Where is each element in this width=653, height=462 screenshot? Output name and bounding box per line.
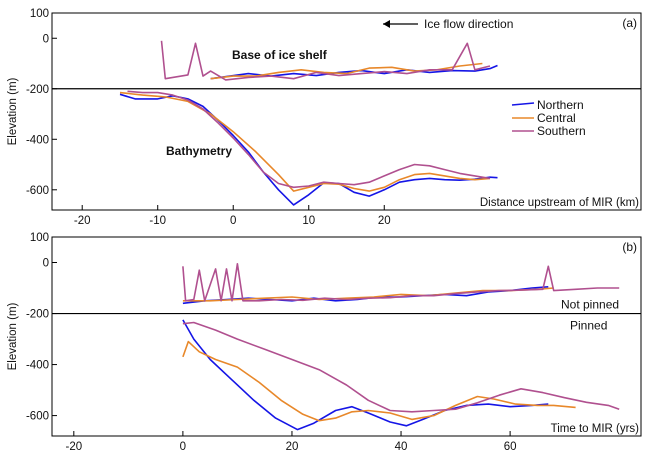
legend-label-central: Central [537,111,576,125]
plot-frame [51,236,642,437]
panel-label: (a) [622,16,637,30]
panel-a: 100 0 -200 -400 -600 -20 -10 0 10 20 Elevation (m)… [7,8,642,227]
x-tick-label: 10 [302,215,315,227]
y-tick-label: -600 [26,411,49,423]
y-tick-label: -200 [26,309,49,321]
series-northern-bathymetry-line [119,93,498,206]
legend-label-northern: Northern [537,98,584,112]
annotation-base: Base of ice shelf [232,48,328,62]
annotation-not-pinned: Not pinned [561,298,619,312]
legend-swatch-northern [511,102,535,106]
x-axis-label: Time to MIR (yrs) [551,423,640,435]
annotation-pinned: Pinned [570,319,607,333]
x-tick-label: 60 [504,441,517,453]
legend-label-southern: Southern [537,124,586,138]
y-axis-label: Elevation (m) [7,77,19,145]
x-tick-label: -10 [149,215,166,227]
series-southern-base-line [182,262,620,302]
y-tick-label: -400 [26,134,49,146]
flow-arrow-head [383,20,390,28]
series-central-bathymetry-line [119,91,491,192]
x-tick-label: 20 [286,441,299,453]
y-tick-label: 0 [43,33,49,45]
y-tick-label: -200 [26,84,49,96]
y-tick-label: 100 [30,232,49,244]
series-central-bathymetry-line [182,340,576,422]
y-tick-label: -600 [26,185,49,197]
panel-label: (b) [622,240,637,254]
series-southern-bathymetry-line [127,90,491,189]
x-axis-label: Distance upstream of MIR (km) [480,197,639,209]
x-tick-label: 40 [395,441,408,453]
plot-frame [51,12,642,211]
y-tick-label: 0 [43,258,49,270]
x-tick-label: 20 [378,215,391,227]
y-tick-label: -400 [26,360,49,372]
annotation-bathymetry: Bathymetry [166,144,232,158]
series-northern-base-line [182,286,549,305]
annotation-ice-flow: Ice flow direction [424,17,513,31]
series-northern-bathymetry-line [182,319,549,431]
series-southern-bathymetry-line [182,321,620,413]
y-tick-label: 100 [30,8,49,20]
y-axis-label: Elevation (m) [7,302,19,370]
x-tick-label: 0 [230,215,236,227]
series-southern-base-line [160,40,491,81]
x-tick-label: -20 [66,441,83,453]
x-tick-label: 0 [180,441,186,453]
x-tick-label: -20 [74,215,91,227]
